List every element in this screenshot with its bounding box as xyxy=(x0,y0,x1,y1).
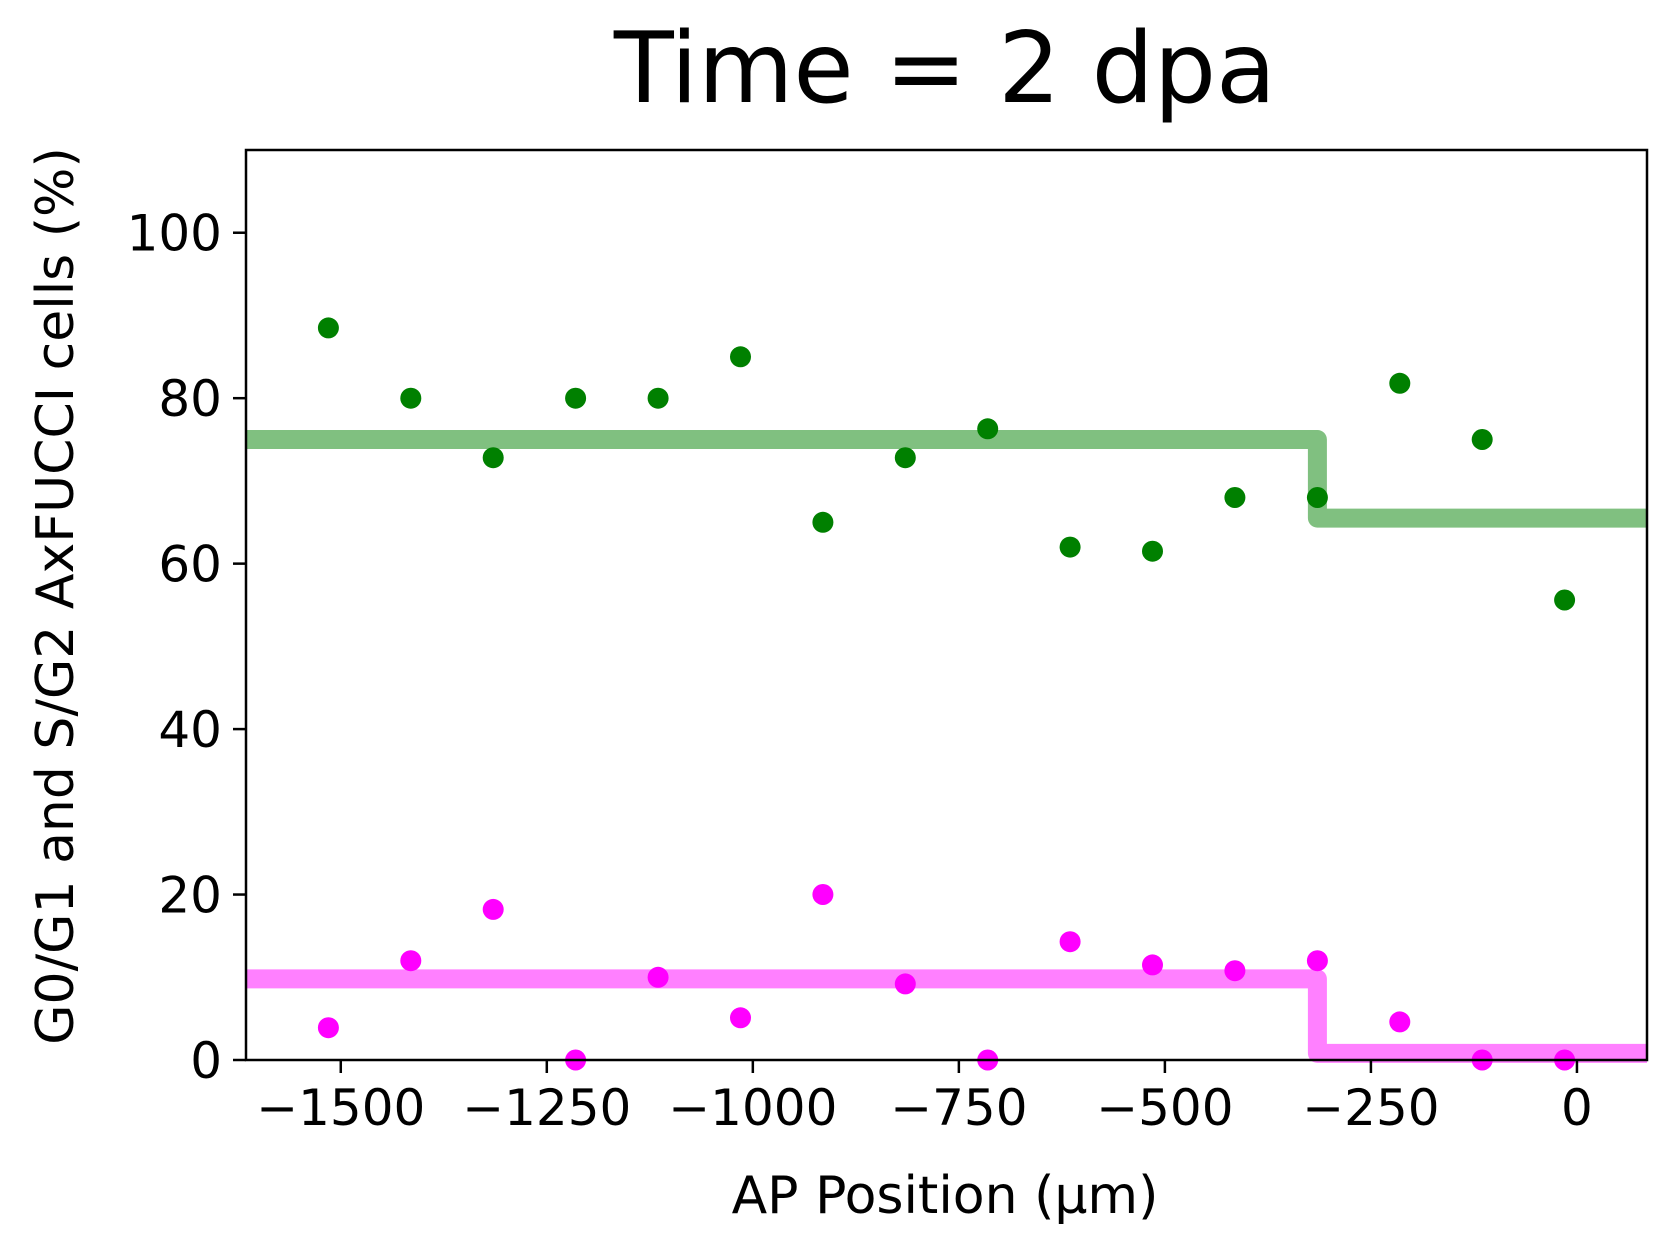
x-tick-label-6: −250 xyxy=(1302,1079,1439,1137)
data-point-series2-6 xyxy=(730,1007,751,1029)
data-point-series2-14 xyxy=(1389,1011,1411,1033)
data-point-series1-5 xyxy=(647,387,669,409)
data-point-series1-2 xyxy=(400,387,422,409)
data-points xyxy=(317,317,1576,1071)
data-point-series1-16 xyxy=(1554,589,1576,611)
data-point-series1-4 xyxy=(565,387,587,409)
data-point-series2-8 xyxy=(894,973,916,995)
data-point-series1-7 xyxy=(812,511,834,533)
data-point-series1-14 xyxy=(1389,372,1411,394)
chart-title: Time = 2 dpa xyxy=(613,12,1276,126)
x-tick-label-3: −1000 xyxy=(668,1079,837,1137)
x-tick-label-5: −500 xyxy=(1096,1079,1233,1137)
data-point-series2-13 xyxy=(1306,950,1328,972)
y-tick-label-2: 20 xyxy=(158,867,222,925)
data-point-series1-13 xyxy=(1306,487,1328,508)
x-tick-label-7: 0 xyxy=(1561,1079,1593,1137)
step-line-2 xyxy=(246,969,1647,1063)
data-point-series2-12 xyxy=(1224,960,1246,982)
step-line-1 xyxy=(246,430,1647,528)
data-point-series2-11 xyxy=(1142,954,1163,976)
x-tick-label-4: −750 xyxy=(890,1079,1027,1137)
data-point-series1-10 xyxy=(1059,536,1081,558)
x-tick-label-2: −1250 xyxy=(462,1079,631,1137)
y-tick-label-3: 40 xyxy=(158,701,222,759)
data-point-series1-8 xyxy=(894,447,916,469)
data-point-series1-9 xyxy=(977,418,999,440)
data-point-series1-12 xyxy=(1224,487,1246,508)
data-point-series1-1 xyxy=(317,317,339,339)
x-axis-label: AP Position (μm) xyxy=(732,1166,1159,1226)
step-lines xyxy=(246,430,1647,1063)
data-point-series2-7 xyxy=(812,884,834,905)
data-point-series2-3 xyxy=(482,898,504,920)
y-axis-label: G0/G1 and S/G2 AxFUCCI cells (%) xyxy=(26,147,86,1044)
y-tick-label-1: 0 xyxy=(190,1032,222,1090)
plot-area xyxy=(244,148,1649,1071)
y-tick-label-5: 80 xyxy=(158,370,222,428)
data-point-series2-5 xyxy=(647,966,669,988)
x-axis-ticks: −1500 −1250 −1000 −750 −500 −250 0 xyxy=(256,1060,1593,1137)
y-axis-ticks: 0 20 40 60 80 100 xyxy=(127,205,246,1090)
data-point-series1-6 xyxy=(730,346,751,368)
y-tick-label-4: 60 xyxy=(158,536,222,594)
data-point-series2-1 xyxy=(317,1017,339,1039)
data-point-series2-10 xyxy=(1059,931,1081,953)
y-tick-label-6: 100 xyxy=(127,205,222,263)
data-point-series1-15 xyxy=(1471,429,1493,450)
data-point-series1-11 xyxy=(1142,540,1163,562)
plot-frame xyxy=(244,148,1649,1062)
data-point-series2-2 xyxy=(400,950,422,972)
data-point-series1-3 xyxy=(482,447,504,469)
x-tick-label-1: −1500 xyxy=(256,1079,425,1137)
